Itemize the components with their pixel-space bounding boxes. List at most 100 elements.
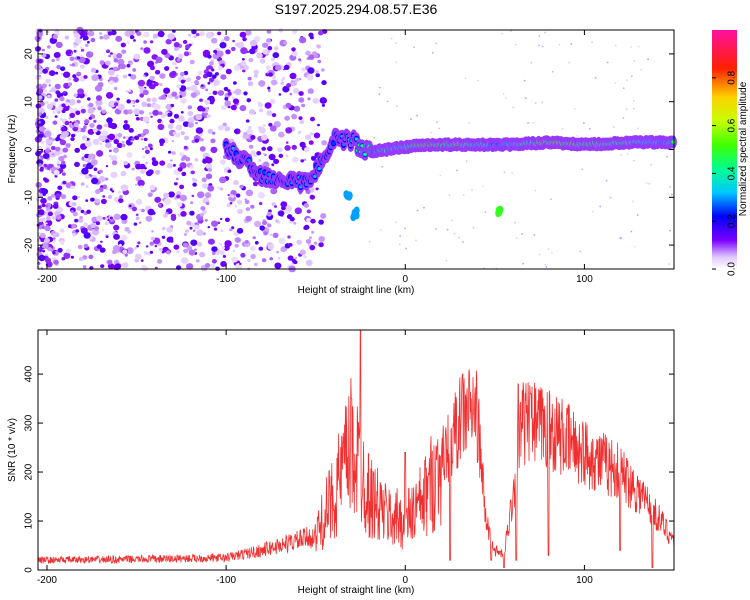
noise-speck — [477, 79, 479, 82]
noise-blob — [236, 199, 243, 205]
noise-blob — [116, 142, 123, 149]
noise-blob — [132, 68, 137, 72]
noise-blob — [265, 65, 271, 70]
noise-speck — [395, 61, 398, 64]
noise-blob — [217, 125, 224, 131]
noise-blob — [202, 49, 211, 57]
noise-blob — [91, 74, 99, 82]
noise-blob — [235, 193, 241, 198]
noise-blob — [75, 229, 80, 233]
noise-blob — [245, 189, 254, 197]
noise-blob — [239, 262, 242, 265]
noise-speck — [614, 82, 617, 84]
noise-blob — [99, 32, 102, 35]
noise-blob — [85, 199, 89, 202]
noise-blob — [116, 67, 120, 71]
noise-speck — [395, 42, 397, 45]
noise-blob — [122, 74, 128, 79]
noise-blob — [74, 161, 80, 168]
spectrogram-x-label: Height of straight line (km) — [298, 285, 415, 296]
noise-blob — [68, 117, 71, 120]
noise-blob — [102, 195, 106, 198]
noise-blob — [100, 240, 103, 243]
noise-blob — [252, 236, 256, 240]
noise-speck — [514, 221, 516, 224]
noise-blob — [299, 36, 307, 44]
noise-blob — [181, 92, 186, 97]
noise-speck — [581, 168, 584, 171]
noise-blob — [60, 72, 63, 76]
noise-blob — [148, 112, 152, 115]
noise-speck — [511, 171, 513, 174]
noise-blob — [274, 262, 282, 269]
noise-blob — [259, 201, 263, 206]
noise-blob — [320, 68, 325, 72]
noise-blob — [179, 194, 187, 202]
noise-blob — [310, 218, 316, 224]
noise-blob — [211, 246, 218, 253]
noise-blob — [321, 140, 328, 146]
noise-blob — [231, 226, 235, 230]
noise-blob — [54, 115, 58, 118]
noise-blob — [296, 239, 303, 245]
noise-blob — [68, 98, 76, 106]
noise-blob — [140, 259, 144, 262]
noise-blob — [291, 50, 298, 57]
noise-blob — [47, 196, 53, 201]
noise-blob — [210, 146, 218, 154]
noise-blob — [63, 154, 67, 159]
noise-blob — [205, 157, 213, 164]
noise-blob — [165, 38, 172, 45]
noise-blob — [222, 254, 226, 258]
noise-blob — [284, 115, 290, 121]
spectrogram-x-tick-label: -100 — [216, 274, 236, 285]
noise-blob — [56, 206, 64, 213]
noise-speck — [534, 102, 537, 104]
noise-blob — [55, 193, 61, 199]
noise-blob — [167, 123, 174, 130]
noise-speck — [515, 237, 518, 240]
noise-blob — [315, 187, 319, 191]
noise-blob — [294, 256, 298, 260]
noise-blob — [47, 211, 54, 217]
noise-blob — [102, 184, 108, 190]
noise-blob — [162, 227, 166, 230]
noise-blob — [147, 192, 153, 197]
noise-blob — [247, 81, 254, 87]
noise-blob — [95, 189, 101, 195]
noise-blob — [80, 108, 86, 114]
noise-speck — [472, 226, 475, 229]
noise-blob — [73, 44, 77, 48]
noise-blob — [142, 89, 149, 96]
noise-blob — [87, 107, 95, 114]
noise-speck — [538, 253, 541, 256]
noise-blob — [65, 143, 71, 148]
noise-blob — [194, 248, 197, 251]
spectrogram-y-tick-label: 10 — [24, 96, 35, 108]
noise-blob — [76, 71, 82, 77]
noise-blob — [40, 140, 45, 144]
noise-blob — [121, 143, 126, 148]
noise-blob — [41, 225, 45, 229]
noise-speck — [416, 209, 419, 212]
noise-blob — [62, 172, 66, 176]
noise-blob — [141, 147, 145, 151]
noise-speck — [645, 182, 648, 184]
noise-blob — [317, 59, 322, 64]
noise-blob — [270, 187, 278, 195]
noise-blob — [131, 167, 135, 171]
noise-blob — [75, 110, 81, 116]
noise-blob — [278, 93, 282, 96]
noise-blob — [282, 77, 286, 80]
noise-blob — [83, 232, 91, 239]
noise-blob — [98, 176, 106, 183]
noise-blob — [121, 140, 125, 144]
noise-blob — [171, 140, 175, 143]
noise-blob — [206, 71, 213, 78]
noise-speck — [630, 230, 633, 233]
noise-blob — [35, 182, 42, 188]
noise-blob — [219, 159, 226, 165]
noise-blob — [128, 73, 132, 77]
noise-blob — [198, 218, 202, 221]
noise-blob — [39, 232, 46, 239]
